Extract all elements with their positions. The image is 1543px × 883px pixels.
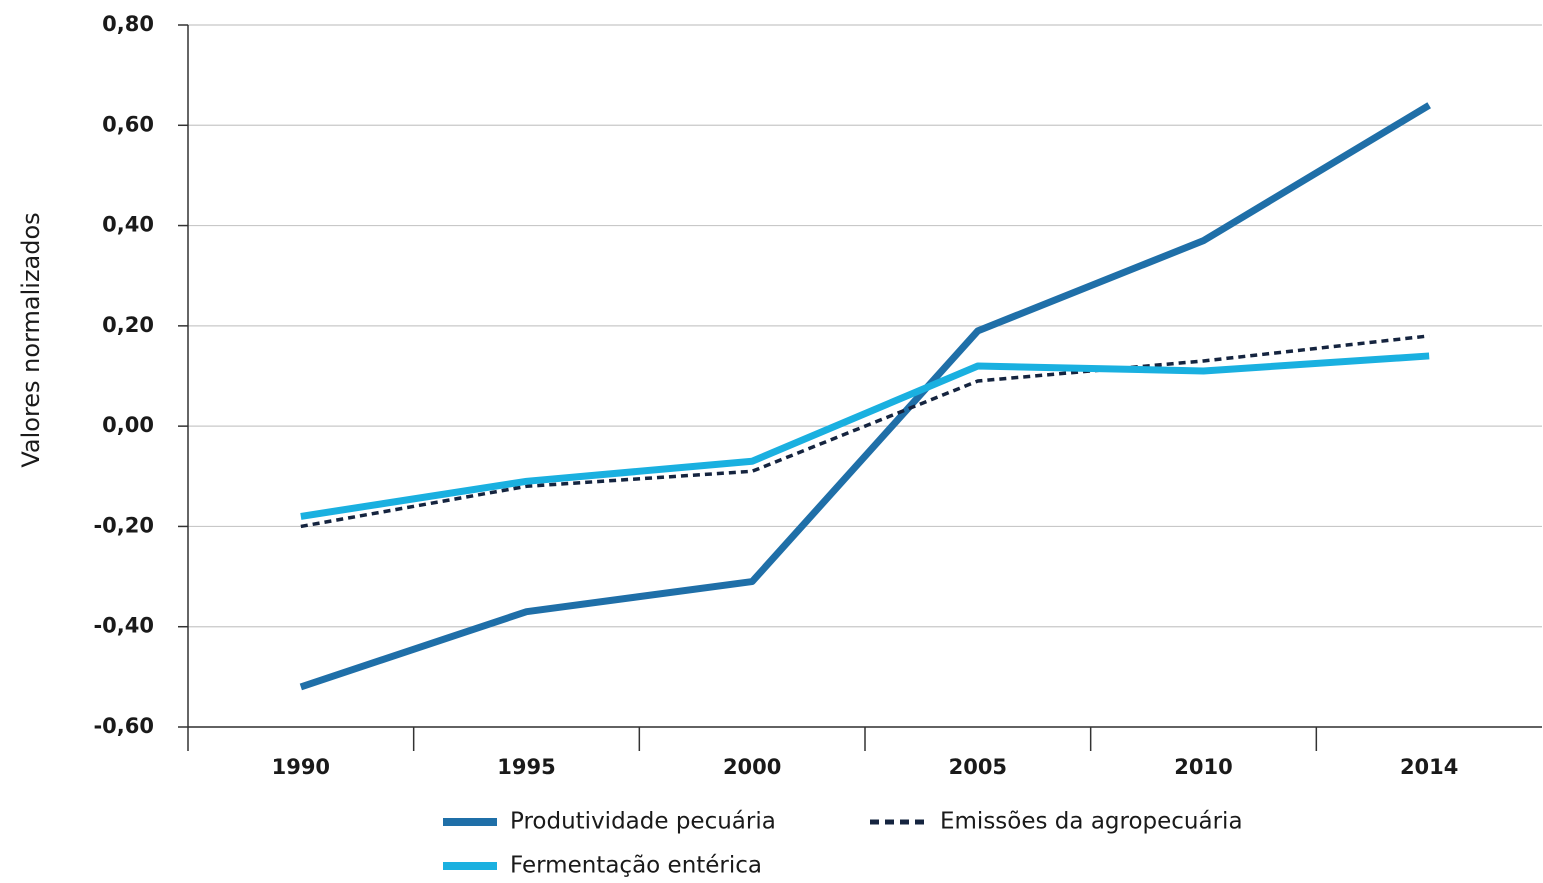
x-tick-label: 2014 [1400,755,1458,779]
x-tick-label: 1990 [272,755,330,779]
y-tick-label: 0,20 [102,313,154,337]
y-axis-title: Valores normalizados [17,212,45,467]
legend-label: Fermentação entérica [510,853,762,879]
y-tick-label: 0,60 [102,112,154,136]
x-tick-label: 2005 [949,755,1007,779]
x-tick-label: 2010 [1174,755,1232,779]
y-tick-label: -0,40 [93,614,154,638]
legend-label: Produtividade pecuária [510,809,776,835]
y-tick-label: 0,40 [102,213,154,237]
y-tick-label: 0,80 [102,12,154,36]
series-line [299,102,1431,691]
series-line [300,334,1430,529]
series-line [300,352,1430,520]
legend-label: Emissões da agropecuária [940,809,1243,835]
y-tick-label: -0,60 [93,714,154,738]
x-tick-label: 1995 [497,755,555,779]
y-tick-label: 0,00 [102,413,154,437]
x-tick-label: 2000 [723,755,781,779]
y-tick-label: -0,20 [93,513,154,537]
